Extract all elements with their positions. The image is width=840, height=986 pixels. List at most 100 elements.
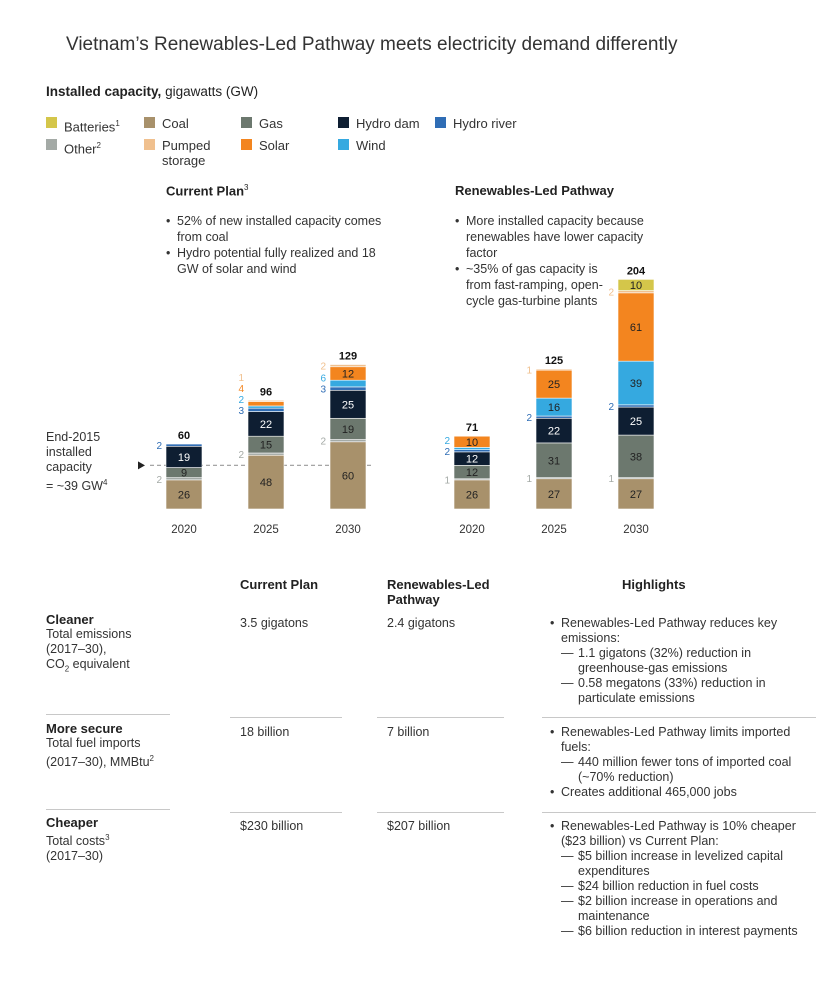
legend-swatch-batteries (46, 117, 57, 128)
bar-segment-hydro-dam (329, 389, 367, 419)
bar-side-label-hydro-river: 3 (238, 406, 244, 417)
panel-bullets-current: 52% of new installed capacity comes from… (166, 213, 386, 277)
legend-swatch-solar (241, 139, 252, 150)
row-divider (46, 809, 170, 810)
row-divider (46, 714, 170, 715)
bar-label-hydro-dam: 22 (548, 426, 560, 438)
table-row-cheaper-label: Cheaper Total costs3 (2017–30) (46, 815, 196, 864)
legend-swatch-wind (338, 139, 349, 150)
table-header-renewables: Renewables-Led Pathway (387, 577, 490, 607)
bar-label-coal: 27 (630, 489, 642, 501)
legend-swatch-coal (144, 117, 155, 128)
bar-segment-hydro-river (165, 443, 203, 447)
bar-side-label-other: 2 (320, 437, 326, 448)
row-divider (230, 717, 342, 718)
legend-label-coal: Coal (162, 116, 189, 131)
bar-segment-coal (617, 478, 655, 510)
bar-side-label-solar: 4 (238, 384, 244, 395)
legend-swatch-other (46, 139, 57, 150)
end-2015-sup: 4 (102, 478, 108, 487)
bar-total-label: 125 (545, 355, 563, 367)
bar-label-gas: 31 (548, 455, 560, 467)
bar-segment-hydro-river (535, 415, 573, 419)
table-header-renewables-line1: Renewables-Led (387, 577, 490, 592)
bar-segment-gas (617, 434, 655, 478)
table-row-secure-label: More secure Total fuel imports (2017–30)… (46, 721, 196, 770)
x-tick-label: 2025 (541, 524, 567, 536)
page-title: Vietnam’s Renewables-Led Pathway meets e… (66, 34, 678, 55)
x-tick-label: 2030 (623, 524, 649, 536)
bullet-renewables-2: ~35% of gas capacity is from fast-rampin… (455, 261, 626, 309)
cell-cheaper-current: $230 billion (240, 819, 304, 833)
hl-cheaper-dash-2: $24 billion reduction in fuel costs (550, 879, 820, 894)
row-sub-cleaner-rest: equivalent (69, 657, 130, 671)
panel-bullets-renewables: More installed capacity because renewabl… (455, 213, 670, 309)
bar-label-hydro-dam: 12 (466, 454, 478, 466)
bar-segment-pumped-storage (247, 400, 285, 402)
legend-swatch-hydro-dam (338, 117, 349, 128)
table-header-current-plan: Current Plan (240, 577, 319, 592)
bar-segment-solar (453, 435, 491, 448)
subtitle-bold: Installed capacity, (46, 84, 162, 99)
bar-total-label: 60 (178, 430, 190, 442)
bar-label-coal: 60 (342, 470, 354, 482)
panel-title-current-sup: 3 (244, 183, 249, 192)
highlights-secure: Renewables-Led Pathway limits imported f… (550, 725, 820, 800)
bar-label-hydro-dam: 19 (178, 452, 190, 464)
bar-label-gas: 12 (466, 467, 478, 479)
bar-segment-hydro-dam (535, 417, 573, 444)
bar-side-label-hydro-river: 2 (156, 441, 162, 452)
cell-cleaner-renewables: 2.4 gigatons (387, 616, 456, 630)
bar-segment-coal (247, 454, 285, 510)
legend-sup-batteries: 1 (115, 119, 120, 128)
bar-side-label-hydro-river: 2 (526, 413, 532, 424)
row-divider (230, 812, 342, 813)
bar-segment-wind (617, 360, 655, 406)
bar-segment-solar (535, 369, 573, 399)
legend-swatch-hydro-river (435, 117, 446, 128)
bar-side-label-pumped-storage: 2 (320, 362, 326, 373)
row-divider (542, 812, 816, 813)
legend-label-other: Other (64, 141, 97, 157)
row-sub-secure-1: Total fuel imports (46, 736, 141, 750)
bar-total-label: 129 (339, 351, 357, 363)
row-sub-cheaper-2: (2017–30) (46, 849, 103, 864)
bar-segment-other (247, 452, 285, 456)
hl-secure-bullet-2: Creates additional 465,000 jobs (550, 785, 820, 800)
bar-side-label-hydro-river: 2 (444, 447, 450, 458)
row-sub-cheaper-1: Total costs (46, 834, 106, 849)
highlights-cheaper: Renewables-Led Pathway is 10% cheaper ($… (550, 819, 820, 939)
bar-side-label-wind: 6 (320, 374, 326, 385)
row-title-secure: More secure (46, 721, 123, 736)
bullet-current-2: Hydro potential fully realized and 18 GW… (166, 245, 386, 277)
hl-secure-dash-1: 440 million fewer tons of imported coal … (550, 755, 820, 785)
table-header-renewables-line2: Pathway (387, 592, 440, 607)
hl-cleaner-dash-1: 1.1 gigatons (32%) reduction in greenhou… (550, 646, 820, 676)
bar-side-label-pumped-storage: 2 (608, 288, 614, 299)
row-sub-cleaner-1: Total emissions (46, 627, 132, 641)
row-sub-secure-2: (2017–30), MMBtu (46, 755, 150, 770)
cell-cheaper-renewables: $207 billion (387, 819, 451, 833)
x-tick-label: 2020 (459, 524, 485, 536)
cell-secure-renewables: 7 billion (387, 725, 430, 739)
bar-side-label-wind: 2 (238, 395, 244, 406)
row-divider (542, 717, 816, 718)
bar-segment-solar (617, 292, 655, 362)
bar-segment-wind (329, 379, 367, 388)
legend-label-batteries: Batteries (64, 119, 116, 135)
hl-cheaper-dash-1: $5 billion increase in levelized capital… (550, 849, 820, 879)
row-divider (377, 717, 504, 718)
bar-label-gas: 9 (181, 468, 187, 480)
end-2015-line2: installed (46, 445, 92, 459)
bar-label-wind: 16 (548, 402, 560, 414)
bar-segment-hydro-river (247, 407, 285, 412)
bar-segment-hydro-river (329, 386, 367, 391)
bar-segment-pumped-storage (329, 364, 367, 368)
row-sub-cleaner-subscript: 2 (64, 664, 70, 674)
legend-label-hydro-dam: Hydro dam (356, 116, 420, 131)
x-tick-label: 2020 (171, 524, 197, 536)
bar-label-solar: 61 (630, 322, 642, 334)
row-title-cheaper: Cheaper (46, 815, 99, 830)
hl-cheaper-bullet-1: Renewables-Led Pathway is 10% cheaper ($… (550, 819, 820, 849)
panel-title-current-text: Current Plan (166, 183, 245, 199)
